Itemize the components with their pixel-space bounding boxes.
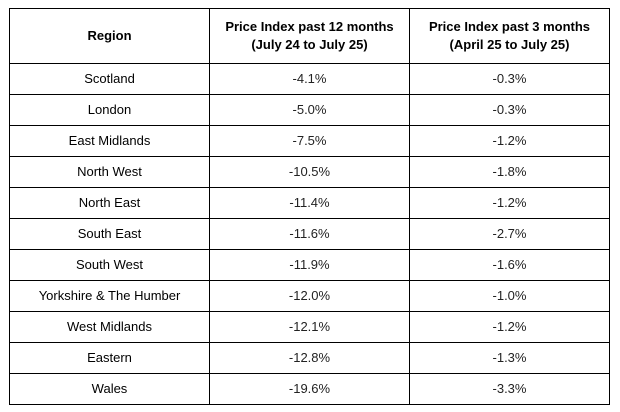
region-cell: South East [9,218,210,250]
price-12m-cell: -4.1% [209,63,410,95]
table-row: East Midlands -7.5% -1.2% [9,125,610,157]
header-price-12m-title: Price Index past 12 months [225,19,394,34]
header-price-12m-period: (July 24 to July 25) [251,37,368,52]
price-index-table: Region Price Index past 12 months (July … [9,8,610,405]
region-cell: Wales [9,373,210,405]
table-row: West Midlands -12.1% -1.2% [9,311,610,343]
price-3m-cell: -1.2% [409,311,610,343]
region-cell: Scotland [9,63,210,95]
table-row: North West -10.5% -1.8% [9,156,610,188]
region-cell: Eastern [9,342,210,374]
table-row: North East -11.4% -1.2% [9,187,610,219]
header-price-3m-period: (April 25 to July 25) [449,37,570,52]
price-12m-cell: -19.6% [209,373,410,405]
header-price-3m-title: Price Index past 3 months [428,19,591,34]
region-cell: North East [9,187,210,219]
region-cell: West Midlands [9,311,210,343]
table-row: Yorkshire & The Humber -12.0% -1.0% [9,280,610,312]
price-index-table-container: Region Price Index past 12 months (July … [9,8,610,405]
table-row: Eastern -12.8% -1.3% [9,342,610,374]
region-cell: East Midlands [9,125,210,157]
price-12m-cell: -10.5% [209,156,410,188]
price-3m-cell: -1.3% [409,342,610,374]
price-3m-cell: -0.3% [409,63,610,95]
region-cell: London [9,94,210,126]
table-row: South East -11.6% -2.7% [9,218,610,250]
table-row: South West -11.9% -1.6% [9,249,610,281]
region-cell: South West [9,249,210,281]
price-3m-cell: -2.7% [409,218,610,250]
price-3m-cell: -1.8% [409,156,610,188]
region-cell: Yorkshire & The Humber [9,280,210,312]
table-row: Scotland -4.1% -0.3% [9,63,610,95]
price-12m-cell: -12.1% [209,311,410,343]
table-header-row: Region Price Index past 12 months (July … [9,8,610,64]
price-3m-cell: -3.3% [409,373,610,405]
price-3m-cell: -0.3% [409,94,610,126]
price-12m-cell: -12.8% [209,342,410,374]
header-region: Region [9,8,210,64]
price-3m-cell: -1.2% [409,187,610,219]
table-row: London -5.0% -0.3% [9,94,610,126]
price-12m-cell: -5.0% [209,94,410,126]
header-price-3m: Price Index past 3 months (April 25 to J… [409,8,610,64]
region-cell: North West [9,156,210,188]
price-3m-cell: -1.6% [409,249,610,281]
price-12m-cell: -11.4% [209,187,410,219]
header-region-label: Region [87,28,132,43]
price-3m-cell: -1.0% [409,280,610,312]
header-price-12m: Price Index past 12 months (July 24 to J… [209,8,410,64]
price-12m-cell: -12.0% [209,280,410,312]
price-12m-cell: -11.6% [209,218,410,250]
price-12m-cell: -7.5% [209,125,410,157]
price-12m-cell: -11.9% [209,249,410,281]
price-3m-cell: -1.2% [409,125,610,157]
table-row: Wales -19.6% -3.3% [9,373,610,405]
